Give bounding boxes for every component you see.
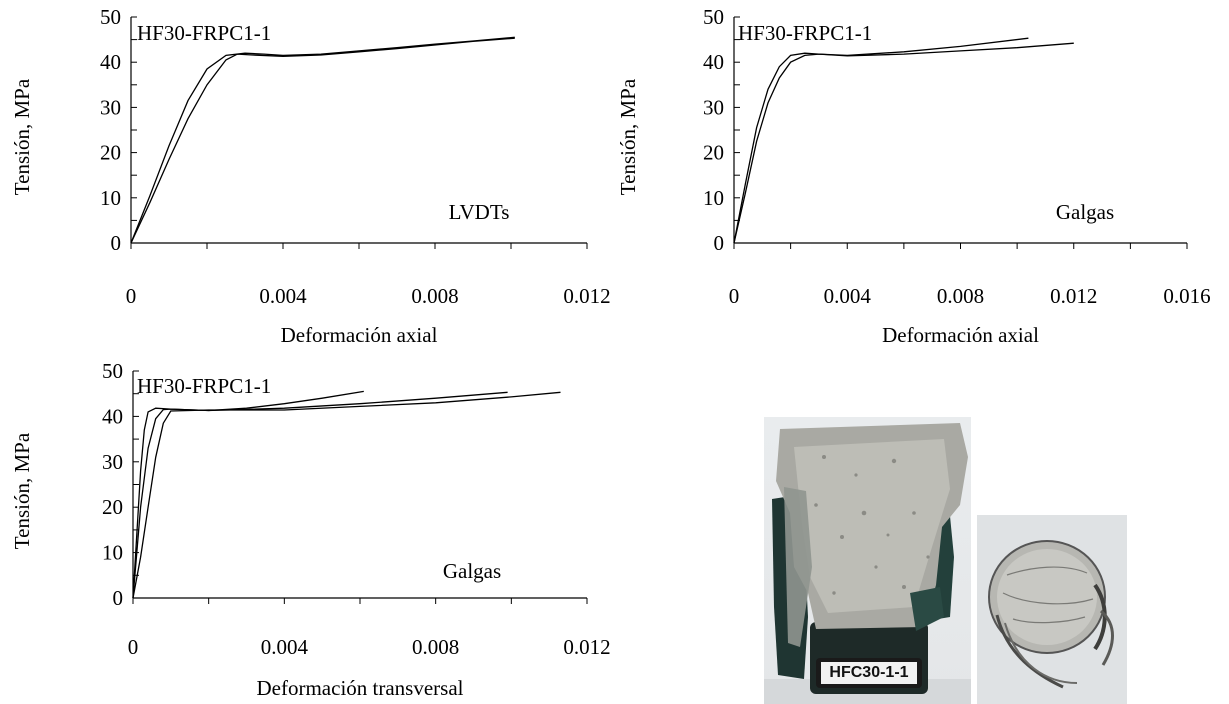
x-tick-label: 0.012 bbox=[1050, 284, 1097, 308]
x-tick-label: 0.008 bbox=[411, 284, 458, 308]
y-tick-label: 10 bbox=[100, 186, 121, 210]
chart-3: 0 10 20 30 40 50 0 0.004 0.008 0.012 Tensión, MPa D… bbox=[10, 359, 611, 700]
series-line-2 bbox=[130, 37, 515, 244]
y-tick-label: 30 bbox=[703, 95, 724, 119]
specimen-label: HF30-FRPC1-1 bbox=[137, 374, 271, 398]
x-tick-label: 0.008 bbox=[937, 284, 984, 308]
x-tick-label: 0.004 bbox=[824, 284, 872, 308]
y-tick-label: 30 bbox=[102, 450, 123, 474]
y-tick-label: 0 bbox=[113, 586, 124, 610]
x-tick-label: 0.008 bbox=[412, 635, 459, 659]
y-tick-label: 50 bbox=[102, 359, 123, 383]
series-line-1 bbox=[733, 37, 1029, 244]
x-tick-label: 0 bbox=[128, 635, 139, 659]
y-axis-label: Tensión, MPa bbox=[10, 432, 34, 549]
y-tick-label: 20 bbox=[703, 141, 724, 165]
y-axis-label: Tensión, MPa bbox=[10, 78, 34, 195]
series-line-3 bbox=[132, 391, 561, 599]
x-tick-label: 0.012 bbox=[563, 635, 610, 659]
x-tick-label: 0.016 bbox=[1163, 284, 1210, 308]
series-line-1 bbox=[132, 390, 364, 599]
y-tick-label: 20 bbox=[102, 495, 123, 519]
y-tick-label: 50 bbox=[703, 5, 724, 29]
cross-section-drawing bbox=[977, 515, 1127, 704]
y-tick-label: 20 bbox=[100, 141, 121, 165]
series-line-1 bbox=[130, 36, 515, 244]
series-line-2 bbox=[733, 42, 1074, 244]
x-axis-label: Deformación transversal bbox=[257, 676, 464, 700]
y-tick-label: 0 bbox=[714, 231, 725, 255]
y-tick-label: 40 bbox=[703, 50, 724, 74]
chart-2: 0 10 20 30 40 50 0 0.004 0.008 0.012 0.016 Tensión,… bbox=[616, 5, 1211, 347]
x-axis-label: Deformación axial bbox=[882, 323, 1039, 347]
column-specimen-photo: HFC30-1-1 bbox=[764, 417, 971, 704]
x-tick-label: 0 bbox=[126, 284, 137, 308]
y-tick-label: 10 bbox=[703, 186, 724, 210]
specimen-label: HF30-FRPC1-1 bbox=[738, 21, 872, 45]
instrument-label: Galgas bbox=[1056, 200, 1114, 224]
x-axis-label: Deformación axial bbox=[281, 323, 438, 347]
x-tick-label: 0.012 bbox=[563, 284, 610, 308]
y-tick-label: 10 bbox=[102, 541, 123, 565]
y-tick-label: 40 bbox=[100, 50, 121, 74]
x-tick-label: 0 bbox=[729, 284, 740, 308]
y-tick-label: 30 bbox=[100, 95, 121, 119]
y-tick-label: 50 bbox=[100, 5, 121, 29]
y-tick-label: 0 bbox=[111, 231, 122, 255]
instrument-label: Galgas bbox=[443, 559, 501, 583]
chart-1: 0 10 20 30 40 50 0 0.004 0.008 0.012 Tensión, MPa D… bbox=[10, 5, 611, 347]
specimen-label: HF30-FRPC1-1 bbox=[137, 21, 271, 45]
column-label: HFC30-1-1 bbox=[821, 662, 917, 684]
instrument-label: LVDTs bbox=[449, 200, 510, 224]
series-line-2 bbox=[132, 391, 508, 599]
cross-section-photo bbox=[977, 515, 1127, 704]
x-tick-label: 0.004 bbox=[261, 635, 309, 659]
y-tick-label: 40 bbox=[102, 404, 123, 428]
y-axis-label: Tensión, MPa bbox=[616, 78, 640, 195]
x-tick-label: 0.004 bbox=[259, 284, 307, 308]
